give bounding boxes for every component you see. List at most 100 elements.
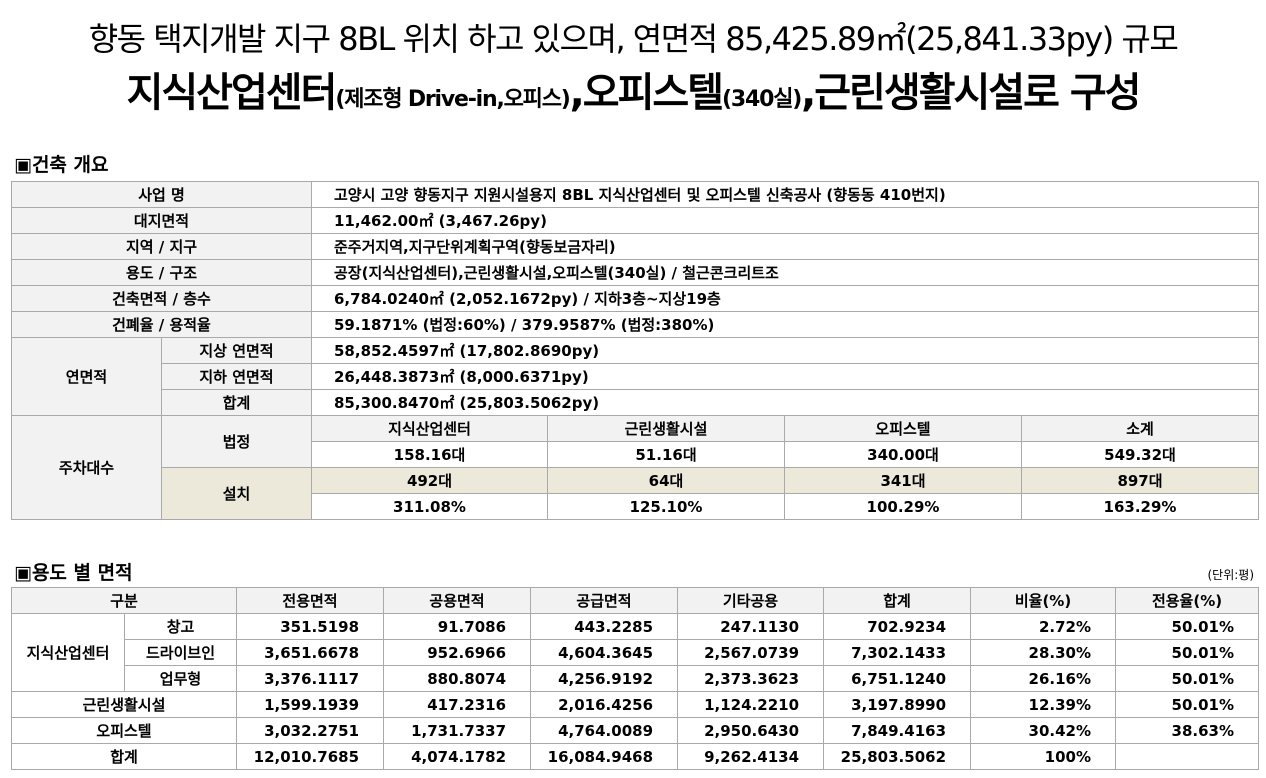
overview-table: 사업 명 고양시 고양 향동지구 지원시설용지 8BL 지식산업센터 및 오피스… xyxy=(11,181,1259,520)
table-cell: 702.9234 xyxy=(823,613,972,640)
table-cell: 952.6966 xyxy=(383,639,532,666)
table-cell: 16,084.9468 xyxy=(530,743,679,770)
table-row: 근린생활시설 1,599.1939 417.2316 2,016.4256 1,… xyxy=(10,691,1260,718)
table-row: 대지면적 11,462.00㎡ (3,467.26py) xyxy=(11,207,1259,234)
parking-group-label: 주차대수 xyxy=(11,415,162,520)
parking-column-header: 오피스텔 xyxy=(784,415,1022,442)
row-label: 지하 연면적 xyxy=(161,363,312,390)
parking-installed-ratio: 163.29% xyxy=(1021,493,1259,520)
table-cell: 91.7086 xyxy=(383,613,532,640)
parking-column-header: 지식산업센터 xyxy=(311,415,548,442)
parking-installed-ratio: 100.29% xyxy=(784,493,1022,520)
usage-section-title: ▣용도 별 면적 xyxy=(14,562,133,584)
row-value: 6,784.0240㎡ (2,052.1672py) / 지하3층~지상19층 xyxy=(311,285,1259,312)
table-cell: 4,764.0089 xyxy=(530,717,679,744)
parking-legal-value: 340.00대 xyxy=(784,441,1022,468)
row-label: 합계 xyxy=(10,743,238,770)
table-cell: 1,124.2210 xyxy=(677,691,825,718)
headline-part: ,오피스텔 xyxy=(569,70,724,116)
table-cell: 3,197.8990 xyxy=(823,691,972,718)
row-value: 85,300.8470㎡ (25,803.5062py) xyxy=(311,389,1259,416)
parking-installed-ratio: 125.10% xyxy=(547,493,785,520)
table-cell: 1,731.7337 xyxy=(383,717,532,744)
row-label: 지상 연면적 xyxy=(161,337,312,364)
group-label: 지식산업센터 xyxy=(11,613,125,692)
row-value: 26,448.3873㎡ (8,000.6371py) xyxy=(311,363,1259,390)
row-label: 건축면적 / 층수 xyxy=(11,285,312,312)
row-value: 고양시 고양 향동지구 지원시설용지 8BL 지식산업센터 및 오피스텔 신축공… xyxy=(311,181,1259,208)
table-cell: 7,849.4163 xyxy=(823,717,972,744)
column-header: 공용면적 xyxy=(383,587,532,614)
table-cell xyxy=(1115,743,1260,770)
parking-installed-value: 492대 xyxy=(311,467,548,494)
parking-legal-label: 법정 xyxy=(161,415,312,468)
headline-part: (제조형 Drive-in,오피스) xyxy=(335,87,570,112)
table-cell: 2,950.6430 xyxy=(677,717,825,744)
parking-installed-label: 설치 xyxy=(161,467,312,520)
table-row: 업무형 3,376.1117 880.8074 4,256.9192 2,373… xyxy=(12,665,1260,692)
table-row: 드라이브인 3,651.6678 952.6966 4,604.3645 2,5… xyxy=(12,639,1260,666)
row-label: 업무형 xyxy=(123,665,238,692)
table-cell: 7,302.1433 xyxy=(823,639,972,666)
column-header: 전용면적 xyxy=(236,587,385,614)
parking-column-header: 근린생활시설 xyxy=(547,415,785,442)
column-header: 합계 xyxy=(823,587,972,614)
table-row: 용도 / 구조 공장(지식산업센터),근린생활시설,오피스텔(340실) / 철… xyxy=(11,259,1259,286)
table-row: 건폐율 / 용적율 59.1871% (법정:60%) / 379.9587% … xyxy=(11,311,1259,338)
table-row: 지하 연면적 26,448.3873㎡ (8,000.6371py) xyxy=(12,363,1259,390)
table-cell: 2,016.4256 xyxy=(530,691,679,718)
row-value: 58,852.4597㎡ (17,802.8690py) xyxy=(311,337,1259,364)
row-label: 근린생활시설 xyxy=(10,691,238,718)
table-cell: 100% xyxy=(970,743,1117,770)
table-cell: 12.39% xyxy=(970,691,1117,718)
row-label: 용도 / 구조 xyxy=(11,259,312,286)
parking-legal-value: 158.16대 xyxy=(311,441,548,468)
column-header: 공급면적 xyxy=(530,587,679,614)
table-cell: 3,376.1117 xyxy=(236,665,385,692)
parking-installed-value: 341대 xyxy=(784,467,1022,494)
usage-area-table: 구분 전용면적 공용면적 공급면적 기타공용 합계 비율(%) 전용율(%) 지… xyxy=(10,587,1260,770)
row-label: 드라이브인 xyxy=(123,639,238,666)
table-cell: 3,651.6678 xyxy=(236,639,385,666)
table-cell: 28.30% xyxy=(970,639,1117,666)
table-cell: 25,803.5062 xyxy=(823,743,972,770)
table-cell: 4,074.1782 xyxy=(383,743,532,770)
table-cell: 2.72% xyxy=(970,613,1117,640)
headline-composition: 지식산업센터(제조형 Drive-in,오피스),오피스텔(340실),근린생활… xyxy=(0,60,1266,118)
table-cell: 880.8074 xyxy=(383,665,532,692)
parking-installed-ratio: 311.08% xyxy=(311,493,548,520)
table-cell: 247.1130 xyxy=(677,613,825,640)
table-cell: 417.2316 xyxy=(383,691,532,718)
table-cell: 50.01% xyxy=(1115,639,1260,666)
table-row: 지식산업센터 창고 351.5198 91.7086 443.2285 247.… xyxy=(11,613,1260,692)
table-cell: 26.16% xyxy=(970,665,1117,692)
row-value: 공장(지식산업센터),근린생활시설,오피스텔(340실) / 철근콘크리트조 xyxy=(311,259,1259,286)
column-header: 전용율(%) xyxy=(1115,587,1260,614)
table-cell: 443.2285 xyxy=(530,613,679,640)
row-value: 준주거지역,지구단위계획구역(향동보금자리) xyxy=(311,233,1259,260)
row-label: 합계 xyxy=(161,389,312,416)
table-row: 지역 / 지구 준주거지역,지구단위계획구역(향동보금자리) xyxy=(11,233,1259,260)
row-value: 11,462.00㎡ (3,467.26py) xyxy=(311,207,1259,234)
table-cell: 2,567.0739 xyxy=(677,639,825,666)
unit-note: (단위:평) xyxy=(1207,568,1254,582)
parking-installed-value: 897대 xyxy=(1021,467,1259,494)
row-label: 창고 xyxy=(123,613,238,640)
table-row: 합계 85,300.8470㎡ (25,803.5062py) xyxy=(12,389,1259,416)
column-header: 구분 xyxy=(10,587,238,614)
table-cell: 4,256.9192 xyxy=(530,665,679,692)
table-row: 사업 명 고양시 고양 향동지구 지원시설용지 8BL 지식산업센터 및 오피스… xyxy=(11,181,1259,208)
table-cell: 2,373.3623 xyxy=(677,665,825,692)
table-row: 설치 492대 64대 341대 897대 xyxy=(12,467,1259,520)
headline-part: 지식산업센터 xyxy=(126,70,338,116)
row-label: 오피스텔 xyxy=(10,717,238,744)
table-row: 오피스텔 3,032.2751 1,731.7337 4,764.0089 2,… xyxy=(10,717,1260,744)
row-label: 지역 / 지구 xyxy=(11,233,312,260)
parking-legal-value: 549.32대 xyxy=(1021,441,1259,468)
table-cell: 3,032.2751 xyxy=(236,717,385,744)
overview-section-title: ▣건축 개요 xyxy=(14,154,109,176)
parking-legal-value: 51.16대 xyxy=(547,441,785,468)
table-cell: 50.01% xyxy=(1115,691,1260,718)
table-cell: 50.01% xyxy=(1115,613,1260,640)
table-cell: 351.5198 xyxy=(236,613,385,640)
